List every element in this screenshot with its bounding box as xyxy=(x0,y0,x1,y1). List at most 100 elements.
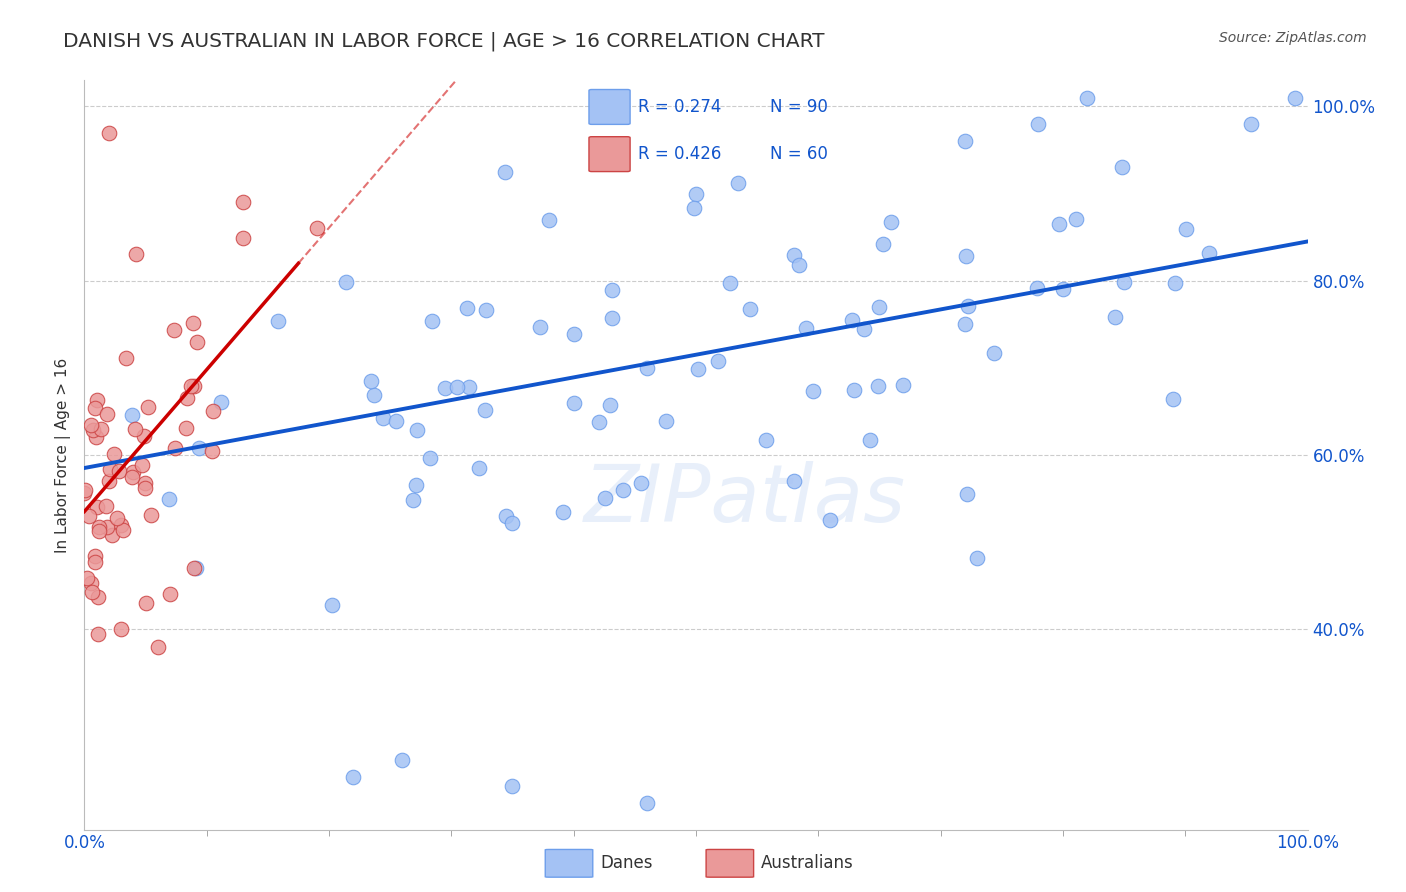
Point xyxy=(183,379,205,393)
Point xyxy=(105,511,128,525)
Point xyxy=(405,478,427,492)
FancyBboxPatch shape xyxy=(706,849,754,877)
Point xyxy=(209,395,232,409)
Point xyxy=(111,523,134,537)
Point xyxy=(163,323,186,337)
Point xyxy=(80,576,103,591)
Point xyxy=(159,587,181,601)
Text: R = 0.274: R = 0.274 xyxy=(638,98,721,116)
Point xyxy=(86,392,108,407)
Point xyxy=(107,465,129,479)
Point xyxy=(124,422,146,436)
Point xyxy=(141,508,163,522)
Text: N = 90: N = 90 xyxy=(770,98,828,116)
Point xyxy=(957,299,980,313)
Point xyxy=(135,596,157,610)
Point xyxy=(654,414,676,428)
Point xyxy=(685,186,707,201)
Point xyxy=(1052,282,1074,296)
Point xyxy=(405,423,427,437)
Point xyxy=(96,520,118,534)
Point xyxy=(121,408,143,422)
Point xyxy=(1111,160,1133,174)
Point xyxy=(321,599,343,613)
Point xyxy=(84,555,107,569)
Point xyxy=(391,753,413,767)
Point xyxy=(683,201,706,215)
Point xyxy=(1104,310,1126,325)
Point xyxy=(73,485,96,500)
Point xyxy=(132,429,155,443)
Point xyxy=(174,421,197,435)
Point xyxy=(718,277,741,291)
Point xyxy=(494,165,516,179)
Point xyxy=(84,429,107,443)
Point xyxy=(373,411,395,425)
Point xyxy=(783,474,806,488)
Point xyxy=(953,134,976,148)
Point xyxy=(434,381,457,395)
Point xyxy=(94,500,117,514)
Point xyxy=(134,476,156,491)
Point xyxy=(163,441,186,455)
Point xyxy=(97,474,120,488)
Point xyxy=(86,500,108,515)
Point xyxy=(420,314,443,328)
Point xyxy=(688,361,710,376)
Point xyxy=(955,249,977,263)
Point xyxy=(1028,117,1050,131)
Point xyxy=(87,590,110,604)
Point xyxy=(859,433,882,447)
Point xyxy=(820,513,842,527)
Point xyxy=(385,414,408,428)
Point xyxy=(146,640,169,654)
Point xyxy=(551,505,574,519)
Point xyxy=(495,508,517,523)
Point xyxy=(89,519,111,533)
Point xyxy=(201,403,224,417)
Text: Danes: Danes xyxy=(600,854,652,871)
Point xyxy=(600,283,623,297)
Point xyxy=(360,375,382,389)
Point xyxy=(305,221,328,235)
Point xyxy=(184,561,207,575)
Point xyxy=(588,415,610,429)
Point xyxy=(983,346,1005,360)
Point xyxy=(880,215,903,229)
Point xyxy=(110,622,132,636)
Point xyxy=(98,462,121,476)
Point xyxy=(630,476,652,491)
Point xyxy=(783,247,806,261)
Point xyxy=(110,517,132,532)
Point xyxy=(122,466,145,480)
Point xyxy=(1047,217,1070,231)
Point xyxy=(232,195,254,210)
Point xyxy=(90,423,112,437)
Point xyxy=(183,561,205,575)
Point xyxy=(125,246,148,260)
Point xyxy=(953,317,976,331)
Point xyxy=(186,334,208,349)
Point xyxy=(893,378,915,392)
Point xyxy=(1164,276,1187,290)
FancyBboxPatch shape xyxy=(589,136,630,171)
Point xyxy=(844,384,866,398)
Text: ZIPatlas: ZIPatlas xyxy=(583,461,905,539)
Point xyxy=(103,447,125,461)
Point xyxy=(79,508,101,523)
Point xyxy=(612,483,634,497)
Point xyxy=(707,354,730,368)
Point xyxy=(794,321,817,335)
Point xyxy=(82,423,104,437)
Point xyxy=(1284,91,1306,105)
Point xyxy=(201,444,224,458)
Point xyxy=(538,212,561,227)
Point xyxy=(562,396,585,410)
Point xyxy=(176,392,198,406)
Point xyxy=(84,401,107,416)
Point xyxy=(121,469,143,483)
Point xyxy=(446,380,468,394)
Point xyxy=(363,388,385,402)
Point xyxy=(966,550,988,565)
Point xyxy=(841,312,863,326)
